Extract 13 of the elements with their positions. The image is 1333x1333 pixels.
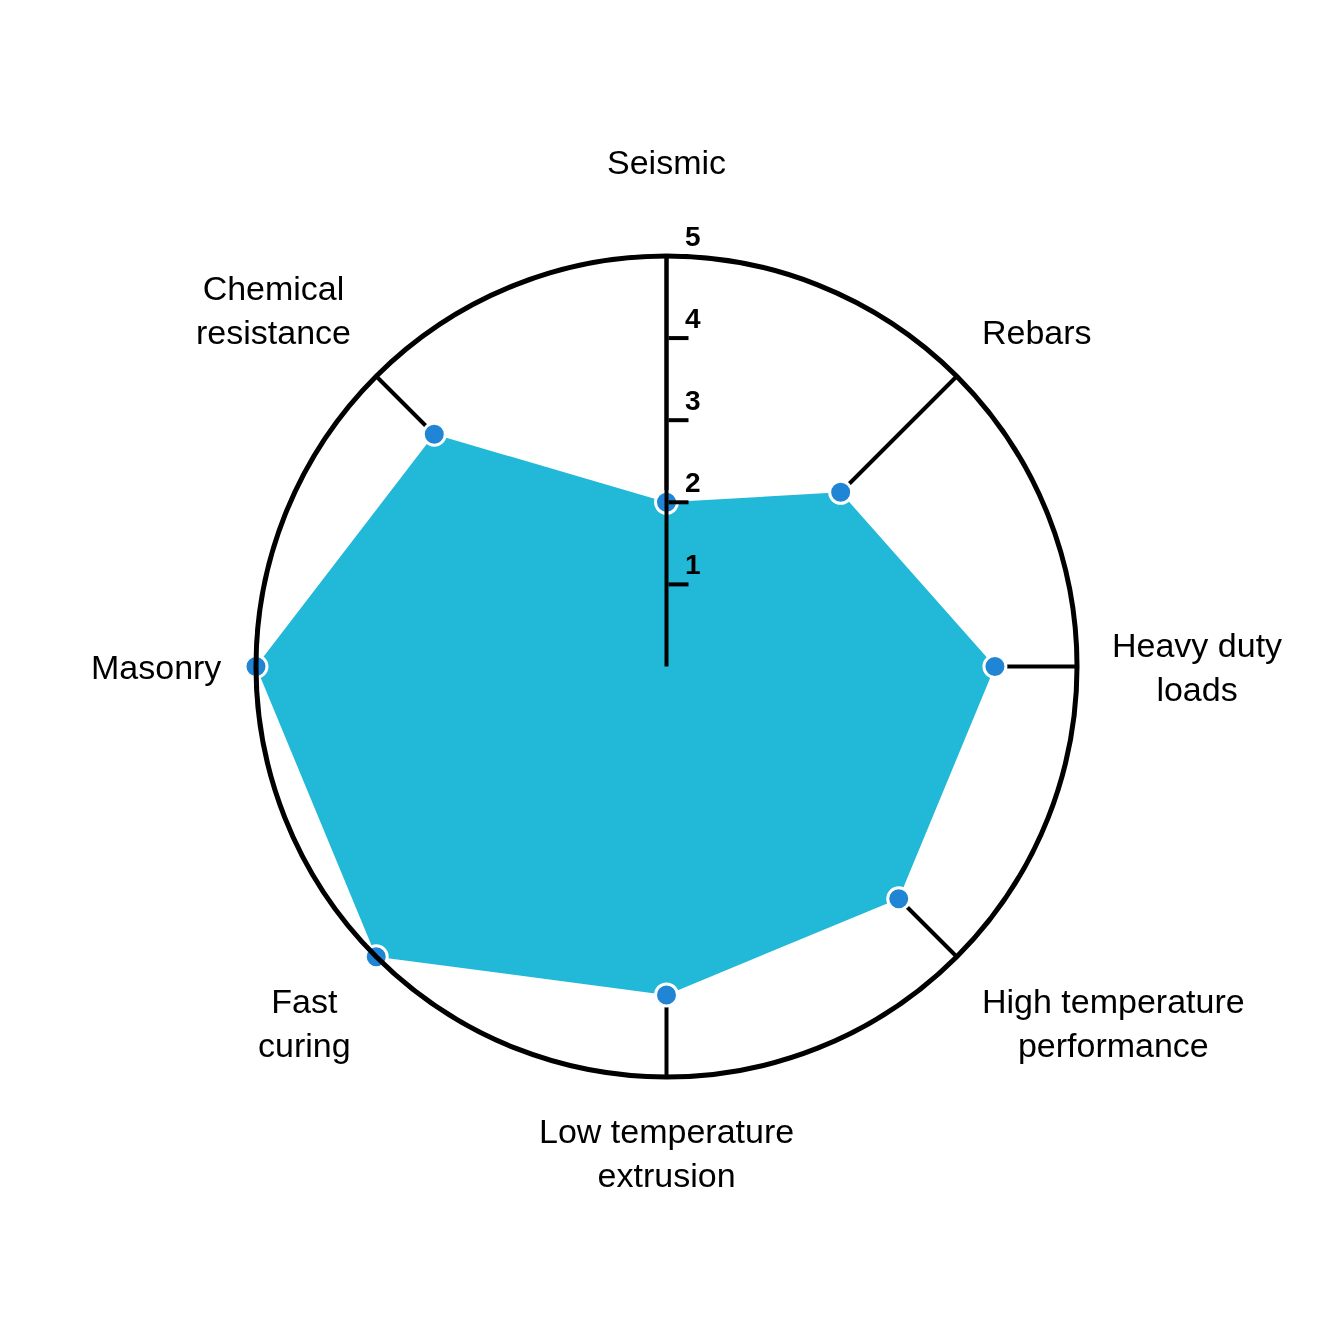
spoke-label: Chemical resistance bbox=[196, 269, 351, 352]
y-tick-label: 3 bbox=[685, 385, 701, 416]
spoke-label: Rebars bbox=[982, 313, 1092, 351]
y-tick-label: 5 bbox=[685, 221, 701, 252]
spoke-label: Heavy duty loads bbox=[1112, 626, 1283, 709]
spoke-label: Seismic bbox=[607, 143, 727, 181]
y-tick-label: 1 bbox=[685, 549, 701, 580]
spoke-label: Low temperature extrusion bbox=[539, 1112, 795, 1195]
spoke-label: Masonry bbox=[91, 648, 222, 686]
y-tick-label: 4 bbox=[685, 303, 701, 334]
spoke-label: Fast curing bbox=[258, 982, 351, 1065]
y-tick-label: 2 bbox=[685, 467, 701, 498]
spoke-label: High temperature performance bbox=[982, 982, 1245, 1065]
